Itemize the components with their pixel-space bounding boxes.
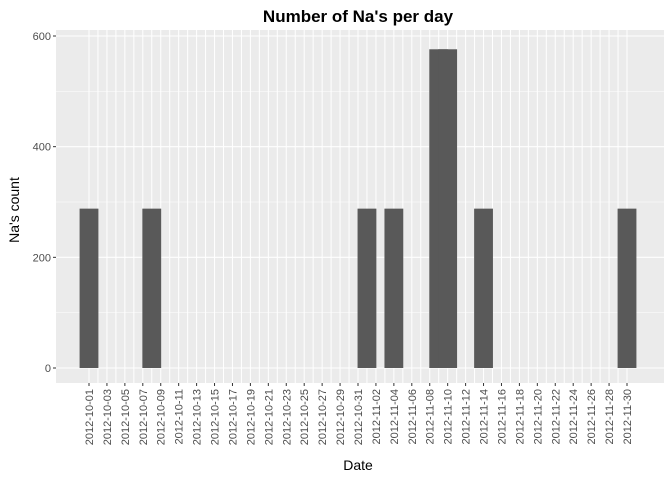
y-tick-label: 600 [33,31,51,43]
x-tick-label: 2012-10-05 [120,389,132,445]
y-tick-label: 200 [33,252,51,264]
x-tick-label: 2012-11-16 [496,389,508,444]
y-axis-title: Na's count [6,177,22,243]
bar [474,208,493,368]
x-tick-label: 2012-10-11 [174,389,186,444]
x-tick-label: 2012-11-24 [568,389,580,444]
chart-title: Number of Na's per day [263,7,454,26]
x-tick-label: 2012-11-30 [622,389,634,444]
x-tick-label: 2012-11-06 [407,389,419,444]
x-tick-label: 2012-11-26 [586,389,598,444]
x-tick-label: 2012-11-22 [550,389,562,444]
bar [384,208,404,368]
x-tick-label: 2012-10-15 [210,389,222,445]
x-tick-label: 2012-11-02 [371,389,383,444]
x-tick-label: 2012-10-25 [299,389,311,445]
x-tick-label: 2012-10-03 [102,389,114,445]
bar [357,208,377,368]
x-tick-label: 2012-10-07 [138,389,150,445]
x-tick-label: 2012-11-12 [461,389,473,444]
x-tick-label: 2012-10-29 [335,389,347,445]
y-tick-label: 0 [45,363,51,375]
x-tick-label: 2012-10-23 [281,389,293,445]
x-tick-label: 2012-10-17 [227,389,239,445]
x-tick-label: 2012-10-01 [84,389,96,445]
bar [79,208,99,368]
x-tick-label: 2012-10-19 [245,389,257,445]
x-tick-label: 2012-11-20 [532,389,544,444]
y-tick-label: 400 [33,142,51,154]
x-tick-label: 2012-11-04 [389,389,401,444]
x-tick-label: 2012-10-31 [353,389,365,445]
x-tick-label: 2012-10-09 [156,389,168,445]
bar [617,208,637,368]
x-tick-label: 2012-11-08 [425,389,437,444]
x-tick-label: 2012-11-14 [479,389,491,444]
x-tick-label: 2012-11-10 [443,389,455,444]
x-tick-label: 2012-10-21 [263,389,275,445]
x-tick-label: 2012-10-27 [317,389,329,445]
x-tick-label: 2012-11-18 [514,389,526,444]
bar [438,49,458,368]
x-axis-title: Date [343,457,373,473]
bar [142,208,162,368]
x-tick-label: 2012-11-28 [604,389,616,444]
x-tick-label: 2012-10-13 [192,389,204,445]
